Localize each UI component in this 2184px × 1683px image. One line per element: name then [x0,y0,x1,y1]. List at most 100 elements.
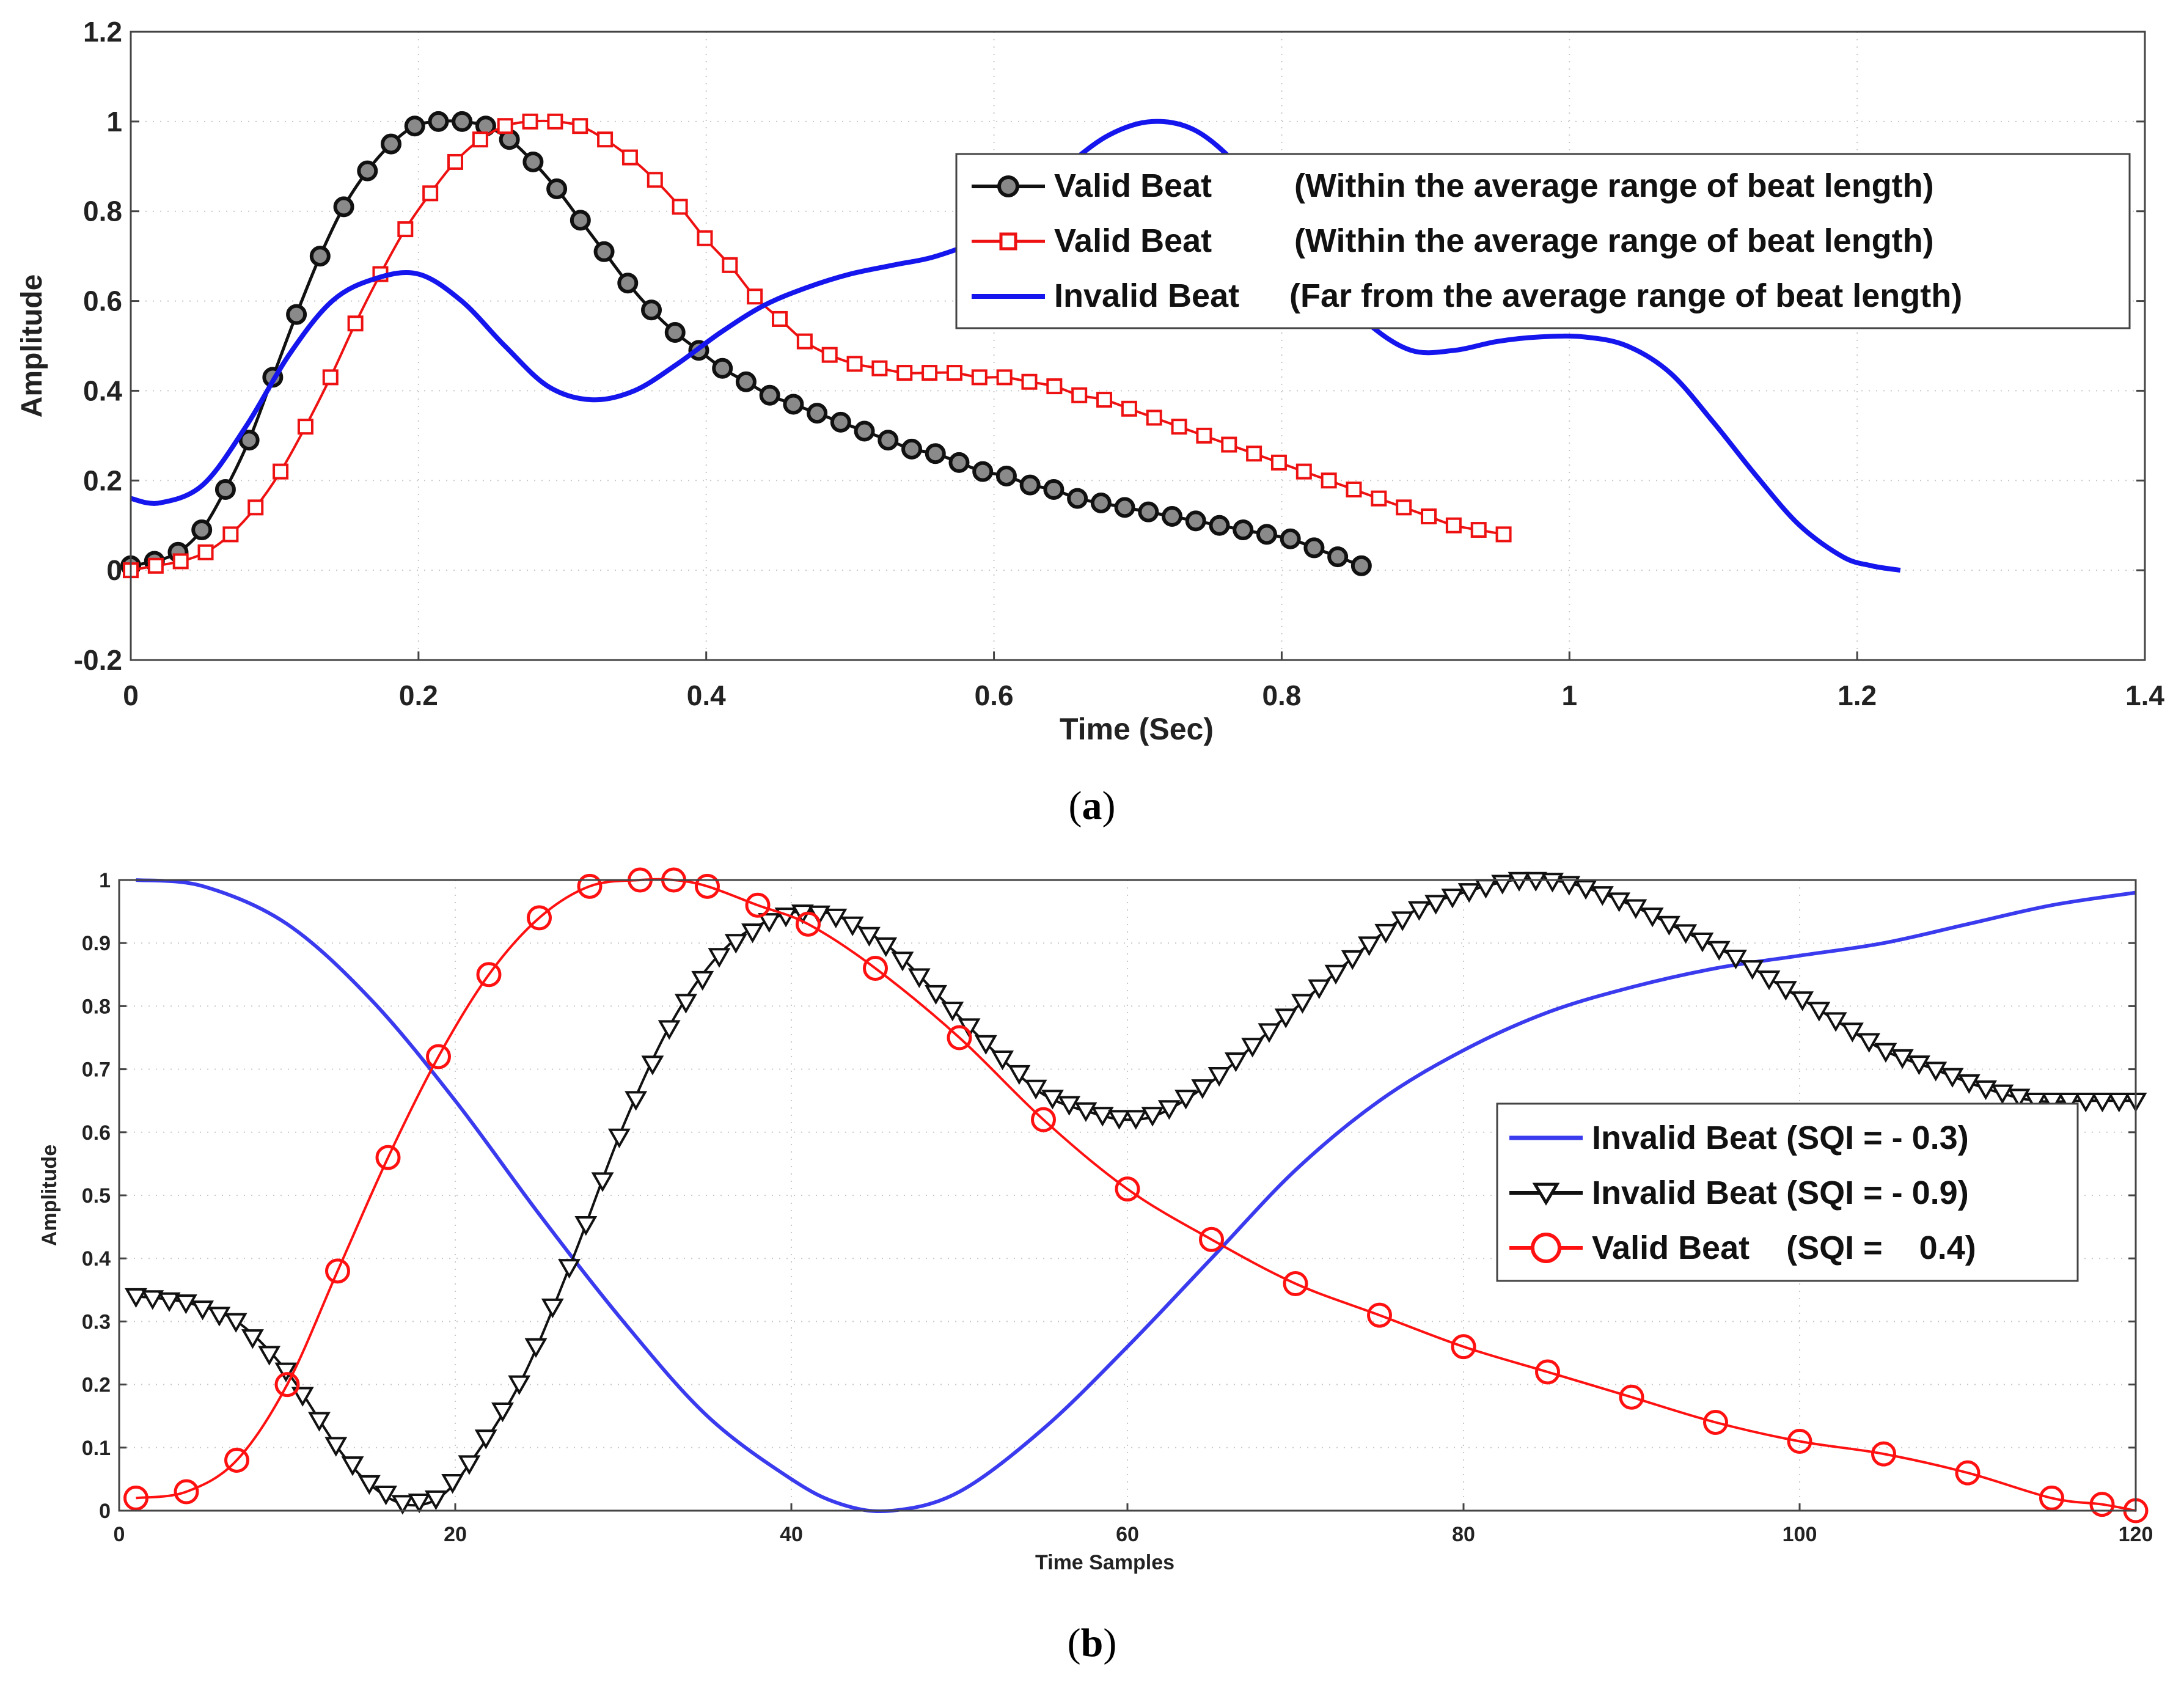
panel-a-data-point [846,356,863,372]
panel-a-data-point [1295,463,1312,480]
panel-b-data-point [874,937,898,958]
panel-b-data-point [1031,1107,1056,1132]
panel-b-y-tick-label: 0 [99,1500,111,1523]
panel-b-data-point [1324,964,1347,985]
panel-b-data-point [591,1172,614,1192]
panel-a-data-point [697,230,713,246]
panel-a-data-point [922,365,938,381]
panel-b-data-point [1341,950,1364,970]
panel-b-data-point [574,1216,598,1236]
panel-b-legend-name-3: Valid Beat (SQI = 0.4) [1592,1230,1976,1266]
panel-a-data-point [1196,427,1212,444]
panel-b-data-point [527,905,552,931]
panel-b-caption: (b) [1068,1621,1117,1665]
panel-b-x-tick-label: 80 [1452,1523,1475,1546]
panel-b-data-point [1707,941,1731,961]
panel-a-data-point [1321,472,1337,489]
panel-b-series-3 [123,867,2149,1524]
panel-b-data-point [1174,1090,1198,1110]
panel-a-data-point [878,430,899,451]
panel-a-legend-note-1: (Within the average range of beat length… [1294,167,1934,204]
panel-b-data-point [2108,1092,2131,1113]
panel-b-data-point [1441,889,1464,909]
panel-b-data-point [125,1288,147,1308]
panel-b-y-tick-label: 0.7 [82,1058,111,1082]
panel-a-data-point [807,403,828,424]
circle-marker-icon [1531,1233,1561,1263]
panel-b-data-point [863,955,888,981]
panel-b-data-point [641,1055,664,1076]
panel-b-data-point [724,934,747,954]
panel-a-data-point [1071,387,1088,403]
panel-a-data-point [1138,501,1159,522]
panel-a-y-tick-label: 1 [106,106,122,138]
panel-b-data-point [426,1044,451,1069]
panel-b-data-point [1358,936,1380,956]
panel-a-data-point [1495,526,1512,543]
panel-a-data-point [309,246,331,267]
panel-a-data-point [722,257,738,273]
panel-a-data-point [1096,392,1113,408]
panel-b-data-point [674,994,697,1014]
panel-b-data-point [1574,879,1597,900]
panel-b-legend-box [1496,1102,2079,1282]
panel-b-data-point [1619,1384,1644,1410]
panel-a-data-point [783,394,804,415]
panel-a-data-point [497,118,513,134]
panel-a-data-point [522,113,538,130]
panel-a-data-point [647,172,663,188]
panel-b-data-point [907,968,931,988]
panel-b-data-point [1974,1080,1998,1101]
panel-a-y-tick-label: 0.8 [83,196,122,227]
panel-b-data-point [1258,1023,1281,1043]
panel-b-data-point [941,1002,964,1022]
panel-b-data-point [1141,1107,1164,1127]
panel-b-chart: 0 20 40 60 80 100 120 0 0.1 0.2 0.3 0.4 0.5 0.6 0.7 0.8… [38,867,2153,1665]
panel-b-data-point [658,1020,681,1040]
panel-b-y-tick-label: 0.6 [82,1121,111,1145]
panel-b-data-point [1874,1043,1897,1063]
panel-b-data-point [2091,1092,2114,1113]
panel-b-data-point [224,1447,249,1473]
panel-b-data-point [1207,1066,1231,1087]
panel-b-data-point [577,873,603,899]
panel-a-data-point [1019,474,1041,496]
panel-b-data-point [625,1091,648,1111]
panel-b-data-point [174,1479,199,1505]
panel-b-data-point [1741,960,1764,980]
panel-a-x-tick-label: 0.4 [687,680,726,711]
panel-b-data-point [1924,1062,1948,1082]
panel-a-data-point [191,519,213,541]
panel-b-data-point [324,1437,348,1457]
panel-b-data-point [2089,1492,2115,1517]
panel-b-y-tick-label: 0.1 [82,1437,111,1460]
panel-a-data-point [333,196,354,218]
panel-b-tick-labels: 0 20 40 60 80 100 120 0 0.1 0.2 0.3 0.4 0.5 0.6 0.7 0.8… [82,869,2153,1546]
panel-a-data-point [1396,499,1412,516]
panel-b-data-point [1941,1068,1964,1088]
panel-b-data-point [391,1495,414,1515]
panel-b-x-tick-label: 120 [2119,1523,2153,1546]
panel-b-data-point [476,962,502,988]
panel-a-data-point [925,443,946,464]
panel-a-data-point [357,160,378,182]
panel-b-data-point [1407,901,1431,921]
panel-b-data-point [508,1375,531,1395]
panel-a-data-point [1270,454,1287,471]
panel-b-data-point [1774,981,1797,1001]
panel-b-y-tick-label: 0.5 [82,1184,111,1208]
panel-b-series-2 [125,871,2147,1515]
panel-a-y-tick-label: 0 [106,554,122,586]
panel-b-plot-area [118,879,2137,1512]
panel-a-data-point [759,384,780,406]
panel-b-data-point [1074,1102,1097,1122]
panel-a-data-point [946,365,962,381]
panel-b-data-point [1391,911,1414,931]
panel-a-data-point [547,113,563,130]
panel-a-data-point [1346,481,1362,497]
panel-a-data-point [1445,517,1462,534]
panel-a-data-point [222,526,239,543]
panel-a-y-tick-label: 0.4 [83,375,122,406]
panel-b-data-point [1841,1022,1864,1043]
panel-b-data-point [408,1494,431,1514]
